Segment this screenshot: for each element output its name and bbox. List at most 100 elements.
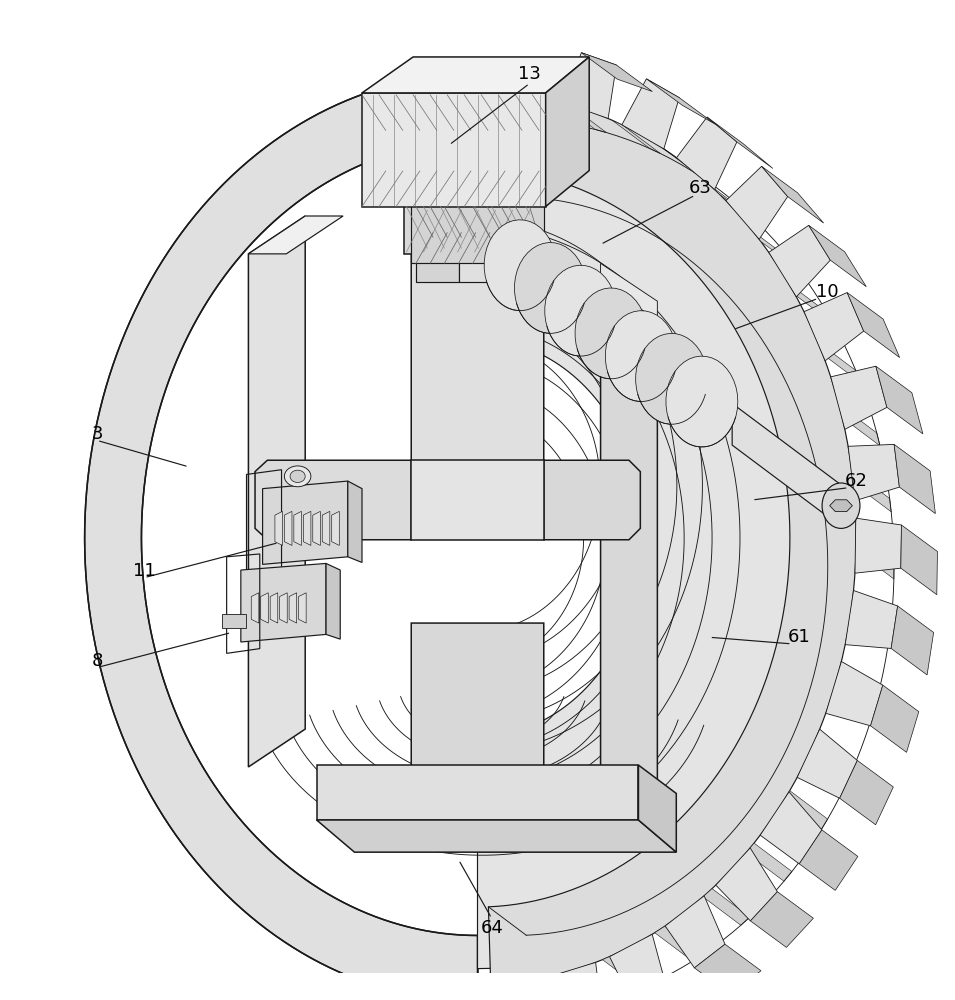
Polygon shape xyxy=(582,53,652,92)
Text: 8: 8 xyxy=(92,652,102,670)
Polygon shape xyxy=(746,843,792,881)
Polygon shape xyxy=(251,593,259,623)
Polygon shape xyxy=(543,460,640,540)
Polygon shape xyxy=(416,252,458,282)
Polygon shape xyxy=(563,53,616,118)
Polygon shape xyxy=(241,563,326,642)
Polygon shape xyxy=(488,94,857,984)
Polygon shape xyxy=(856,537,894,579)
Polygon shape xyxy=(871,685,919,752)
Polygon shape xyxy=(799,830,858,890)
Polygon shape xyxy=(491,984,540,1000)
Polygon shape xyxy=(852,470,891,512)
Polygon shape xyxy=(655,926,703,961)
Polygon shape xyxy=(876,366,923,434)
Polygon shape xyxy=(316,820,676,852)
Polygon shape xyxy=(647,79,715,124)
Polygon shape xyxy=(605,311,677,402)
Polygon shape xyxy=(726,166,788,239)
Polygon shape xyxy=(558,101,606,133)
Polygon shape xyxy=(285,511,292,545)
Polygon shape xyxy=(248,216,343,254)
Polygon shape xyxy=(703,889,750,925)
Polygon shape xyxy=(783,791,828,830)
Polygon shape xyxy=(601,282,657,841)
Polygon shape xyxy=(348,481,362,562)
Polygon shape xyxy=(676,117,737,189)
Polygon shape xyxy=(412,460,543,540)
Polygon shape xyxy=(826,661,882,726)
Text: 10: 10 xyxy=(817,283,839,301)
Polygon shape xyxy=(412,205,543,263)
Polygon shape xyxy=(85,74,545,1000)
Text: 3: 3 xyxy=(91,425,103,443)
Polygon shape xyxy=(845,590,898,648)
Text: 63: 63 xyxy=(689,179,711,197)
Polygon shape xyxy=(603,955,651,988)
Text: 64: 64 xyxy=(480,919,503,937)
Polygon shape xyxy=(326,563,340,639)
Polygon shape xyxy=(665,896,725,968)
Polygon shape xyxy=(797,729,858,798)
Ellipse shape xyxy=(290,470,306,482)
Ellipse shape xyxy=(822,483,860,528)
Polygon shape xyxy=(478,109,842,969)
Polygon shape xyxy=(633,986,702,1000)
Polygon shape xyxy=(289,593,297,623)
Polygon shape xyxy=(751,892,814,947)
Polygon shape xyxy=(809,225,866,287)
Polygon shape xyxy=(891,606,934,675)
Polygon shape xyxy=(711,186,758,223)
Polygon shape xyxy=(458,252,511,282)
Polygon shape xyxy=(547,974,597,1000)
Polygon shape xyxy=(694,944,761,994)
Polygon shape xyxy=(322,511,329,545)
Polygon shape xyxy=(545,57,589,207)
Polygon shape xyxy=(761,166,823,223)
Polygon shape xyxy=(362,57,589,93)
Polygon shape xyxy=(263,481,348,564)
Polygon shape xyxy=(814,732,857,773)
Text: 61: 61 xyxy=(788,628,811,646)
Polygon shape xyxy=(294,511,302,545)
Polygon shape xyxy=(331,511,339,545)
Polygon shape xyxy=(789,284,834,324)
Polygon shape xyxy=(901,525,938,595)
Polygon shape xyxy=(484,220,556,311)
Polygon shape xyxy=(515,243,586,333)
Polygon shape xyxy=(666,356,738,447)
Polygon shape xyxy=(316,765,639,820)
Polygon shape xyxy=(270,593,278,623)
Polygon shape xyxy=(404,205,532,254)
Polygon shape xyxy=(769,225,830,297)
Polygon shape xyxy=(839,760,893,825)
Polygon shape xyxy=(830,500,853,512)
Text: 62: 62 xyxy=(845,472,867,490)
Polygon shape xyxy=(855,518,902,573)
Polygon shape xyxy=(609,934,667,1000)
Text: 13: 13 xyxy=(519,65,541,83)
Polygon shape xyxy=(304,511,311,545)
Polygon shape xyxy=(732,403,841,527)
Polygon shape xyxy=(261,593,268,623)
Polygon shape xyxy=(248,216,306,767)
Polygon shape xyxy=(275,511,283,545)
Polygon shape xyxy=(412,623,543,811)
Polygon shape xyxy=(412,202,543,462)
Polygon shape xyxy=(545,265,617,356)
Polygon shape xyxy=(831,366,887,429)
Polygon shape xyxy=(575,288,647,379)
Polygon shape xyxy=(280,593,287,623)
Polygon shape xyxy=(299,593,307,623)
Polygon shape xyxy=(707,117,773,168)
Polygon shape xyxy=(838,405,880,446)
Polygon shape xyxy=(716,848,777,921)
Text: 11: 11 xyxy=(133,562,156,580)
Polygon shape xyxy=(639,765,676,852)
Polygon shape xyxy=(550,962,603,1000)
Polygon shape xyxy=(222,614,245,628)
Polygon shape xyxy=(804,293,863,361)
Ellipse shape xyxy=(285,466,311,487)
Polygon shape xyxy=(612,120,661,154)
Polygon shape xyxy=(601,263,657,320)
